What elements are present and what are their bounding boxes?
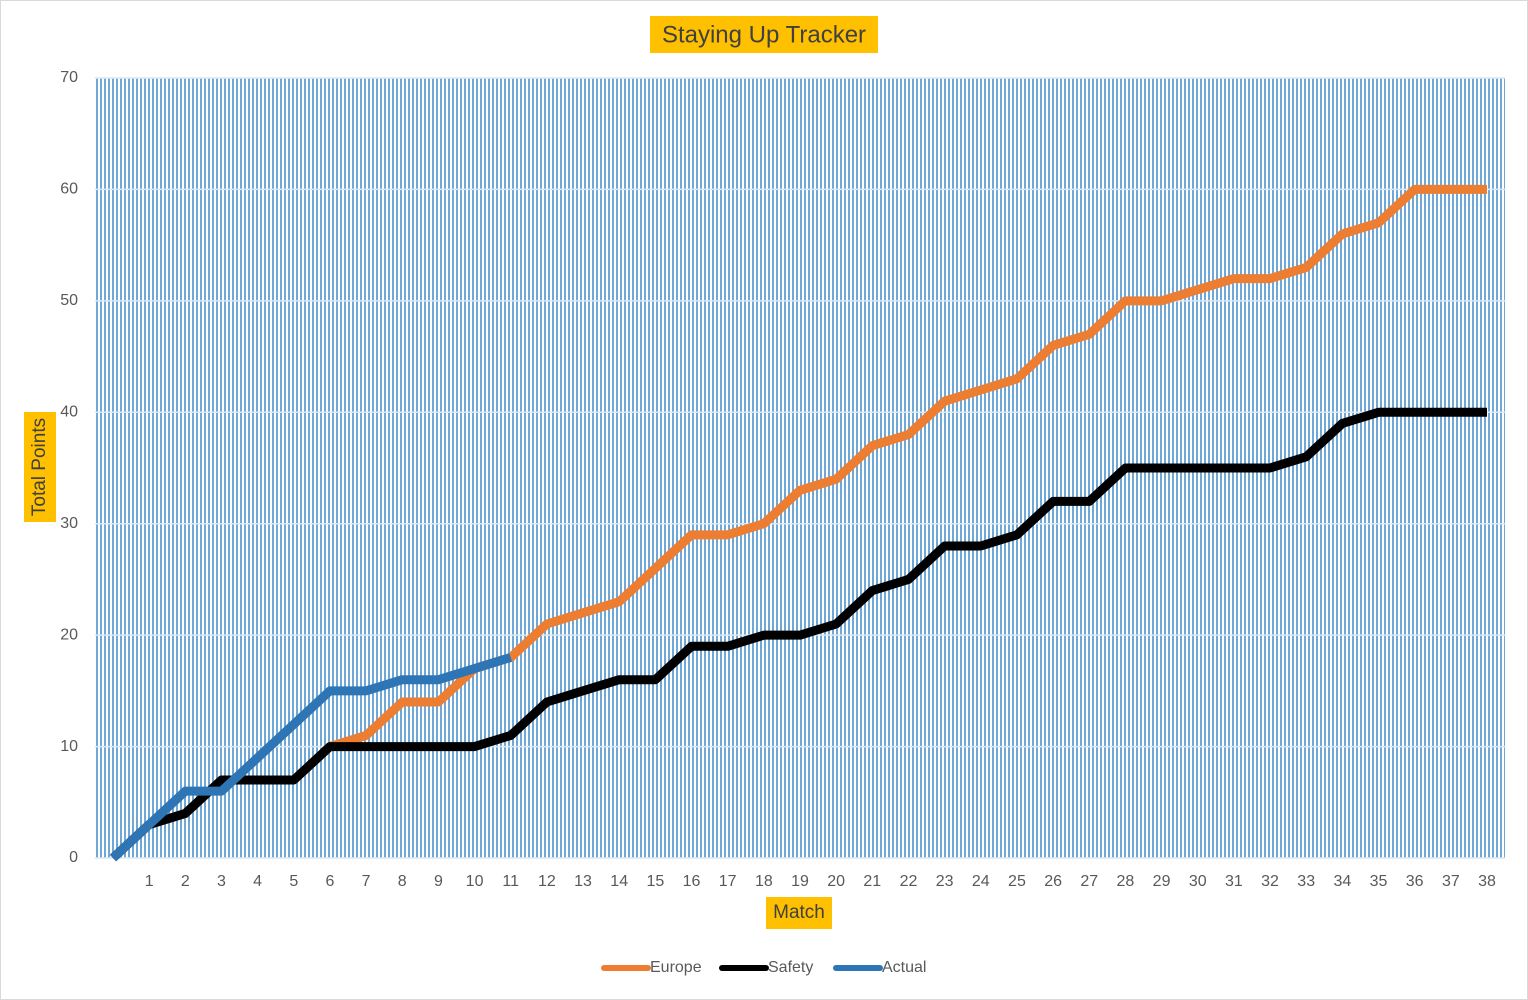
x-tick-label: 3 [217,873,226,890]
x-tick-label: 10 [466,873,484,890]
series-line [109,407,1487,862]
x-tick-label: 32 [1261,873,1279,890]
x-tick-label: 24 [972,873,990,890]
x-tick-label: 20 [827,873,845,890]
x-tick-label: 5 [289,873,298,890]
x-tick-label: 34 [1333,873,1351,890]
x-tick-label: 7 [362,873,371,890]
x-tick-label: 30 [1189,873,1207,890]
chart-title: Staying Up Tracker [662,21,866,48]
x-tick-label: 38 [1478,873,1496,890]
x-tick-label: 31 [1225,873,1243,890]
x-tick-label: 2 [181,873,190,890]
x-tick-label: 28 [1117,873,1135,890]
legend-label: Actual [882,959,926,976]
x-tick-label: 18 [755,873,773,890]
x-tick-label: 22 [900,873,918,890]
x-tick-label: 21 [863,873,881,890]
y-tick-label: 40 [60,404,78,421]
legend-label: Europe [650,959,702,976]
series-line [109,653,513,862]
y-tick-label: 10 [60,738,78,755]
y-tick-label: 20 [60,626,78,643]
x-tick-label: 37 [1442,873,1460,890]
x-tick-label: 17 [719,873,737,890]
y-tick-label: 60 [60,181,78,198]
x-axis-label: Match [773,902,825,923]
y-tick-label: 50 [60,292,78,309]
y-tick-label: 30 [60,515,78,532]
x-tick-label: 14 [610,873,628,890]
y-label-box [24,412,56,522]
x-tick-label: 29 [1153,873,1171,890]
y-axis-label: Total Points [29,418,50,516]
x-tick-label: 12 [538,873,556,890]
x-tick-label: 13 [574,873,592,890]
x-tick-label: 33 [1297,873,1315,890]
x-tick-label: 27 [1080,873,1098,890]
x-tick-label: 4 [253,873,262,890]
x-tick-label: 8 [398,873,407,890]
x-tick-label: 35 [1370,873,1388,890]
title-box [650,16,878,53]
x-tick-label: 9 [434,873,443,890]
x-tick-label: 15 [646,873,664,890]
legend-label: Safety [768,959,813,976]
x-label-box [766,897,832,929]
x-tick-label: 25 [1008,873,1026,890]
x-tick-label: 1 [145,873,154,890]
x-tick-label: 16 [683,873,701,890]
y-tick-label: 0 [69,849,78,866]
y-tick-label: 70 [60,69,78,86]
x-tick-label: 36 [1406,873,1424,890]
x-tick-label: 23 [936,873,954,890]
x-tick-label: 26 [1044,873,1062,890]
x-tick-label: 6 [325,873,334,890]
x-tick-label: 11 [502,873,519,890]
x-tick-label: 19 [791,873,809,890]
plot-area [95,78,1505,858]
